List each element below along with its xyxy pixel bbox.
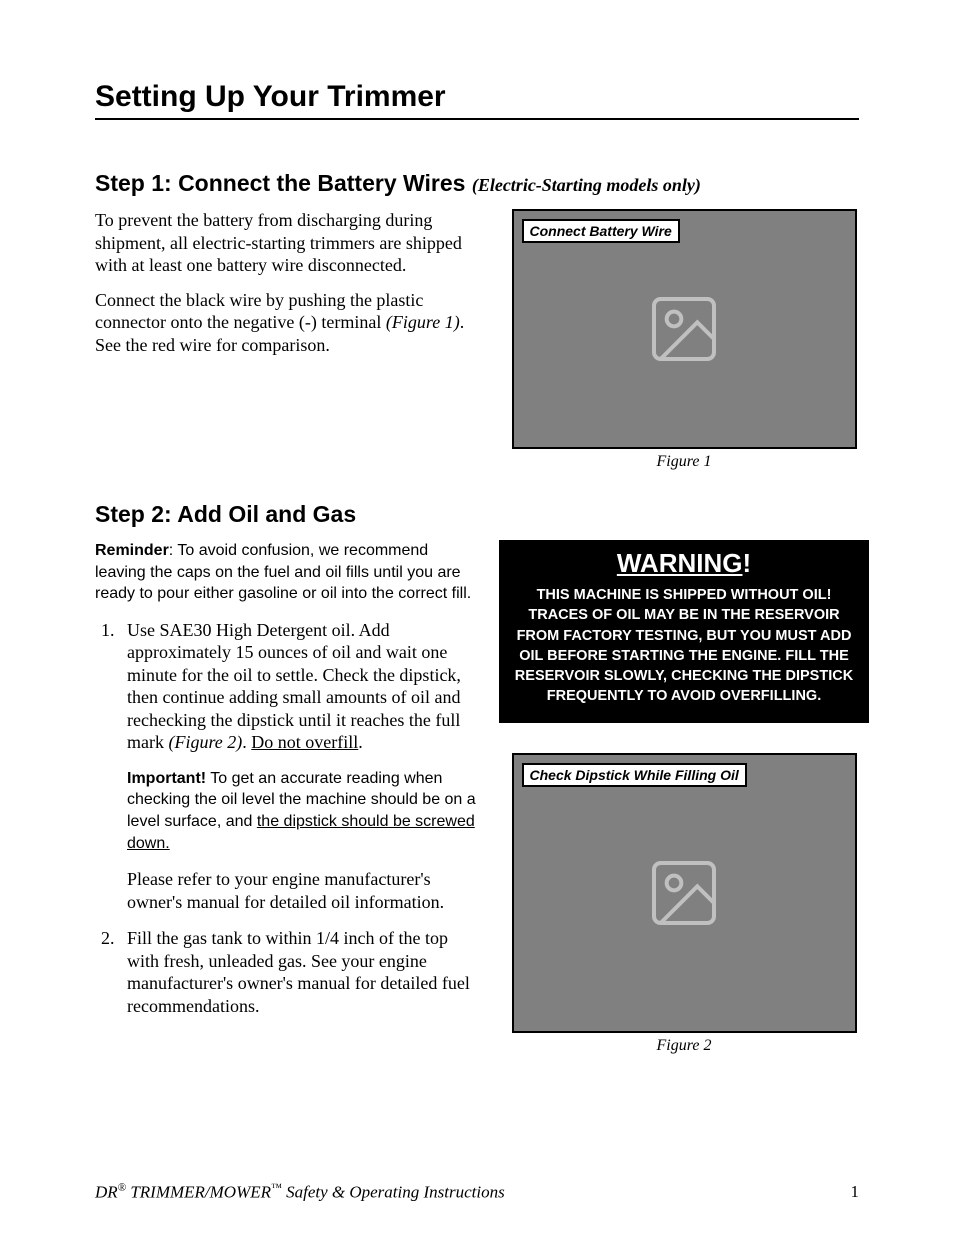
warning-body: THIS MACHINE IS SHIPPED WITHOUT OIL! TRA… xyxy=(513,585,855,707)
step2-item1-underlined: Do not overfill xyxy=(251,732,358,752)
step1-para2-figref: (Figure 1) xyxy=(386,312,460,332)
figure2-box: Check Dipstick While Filling Oil xyxy=(512,753,857,1033)
step1-para1: To prevent the battery from discharging … xyxy=(95,209,479,277)
step1-para2: Connect the black wire by pushing the pl… xyxy=(95,289,479,357)
figure1-overlay-label: Connect Battery Wire xyxy=(522,219,680,243)
step1-heading: Step 1: Connect the Battery Wires (Elect… xyxy=(95,170,859,197)
step1-columns: To prevent the battery from discharging … xyxy=(95,209,859,471)
figure1-caption: Figure 1 xyxy=(657,453,712,471)
step2-columns: Reminder: To avoid confusion, we recomme… xyxy=(95,540,859,1055)
step2-item1-mid: . xyxy=(242,732,251,752)
step1-heading-main: Step 1: Connect the Battery Wires xyxy=(95,170,472,196)
warning-title-text: WARNING xyxy=(617,548,743,578)
figure1-box: Connect Battery Wire xyxy=(512,209,857,449)
figure1-placeholder-icon xyxy=(644,289,724,369)
step2-text-column: Reminder: To avoid confusion, we recomme… xyxy=(95,540,479,1055)
step1-heading-qualifier: (Electric-Starting models only) xyxy=(472,175,701,195)
figure2-placeholder-icon xyxy=(644,853,724,933)
step2-item1-post: . xyxy=(358,732,363,752)
step2-reminder-label: Reminder xyxy=(95,542,169,559)
step2-reminder: Reminder: To avoid confusion, we recomme… xyxy=(95,540,479,605)
figure2-caption: Figure 2 xyxy=(657,1037,712,1055)
step2-heading: Step 2: Add Oil and Gas xyxy=(95,501,859,528)
step2-ordered-list: Use SAE30 High Detergent oil. Add approx… xyxy=(95,619,479,1017)
footer-left: DR® TRIMMER/MOWER™ Safety & Operating In… xyxy=(95,1182,505,1203)
figure2-overlay-label: Check Dipstick While Filling Oil xyxy=(522,763,747,787)
step1-para2-pre: Connect the black wire by pushing the pl… xyxy=(95,290,423,333)
step2-item1-figref: (Figure 2) xyxy=(168,732,242,752)
step1-figure-column: Connect Battery Wire Figure 1 xyxy=(509,209,859,471)
footer-page-number: 1 xyxy=(851,1182,860,1203)
step2-list-item2: Fill the gas tank to within 1/4 inch of … xyxy=(119,927,479,1017)
page-footer: DR® TRIMMER/MOWER™ Safety & Operating In… xyxy=(95,1182,859,1203)
warning-title-bang: ! xyxy=(743,548,752,578)
step2-important-label: Important! xyxy=(127,770,206,787)
step2-right-column: WARNING! THIS MACHINE IS SHIPPED WITHOUT… xyxy=(509,540,859,1055)
step2-refer-text: Please refer to your engine manufacturer… xyxy=(127,868,479,913)
step2-list-item1: Use SAE30 High Detergent oil. Add approx… xyxy=(119,619,479,913)
step1-text-column: To prevent the battery from discharging … xyxy=(95,209,479,471)
step2-important: Important! To get an accurate reading wh… xyxy=(127,768,479,854)
warning-box: WARNING! THIS MACHINE IS SHIPPED WITHOUT… xyxy=(499,540,869,723)
warning-title: WARNING! xyxy=(513,548,855,579)
page-title: Setting Up Your Trimmer xyxy=(95,80,859,120)
